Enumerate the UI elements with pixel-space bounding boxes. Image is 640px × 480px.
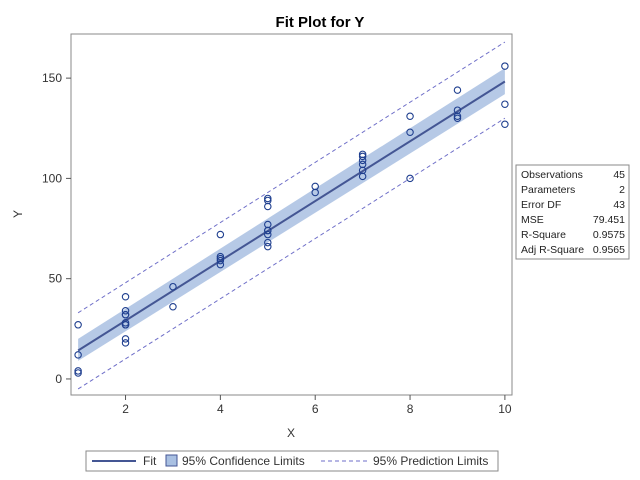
- stats-value: 0.9565: [593, 244, 625, 256]
- y-axis-label: Y: [11, 210, 25, 218]
- data-points: [74, 62, 509, 377]
- legend: Fit 95% Confidence Limits 95% Prediction…: [85, 450, 499, 472]
- data-point: [501, 120, 509, 129]
- data-point: [264, 230, 272, 239]
- data-point: [216, 256, 225, 265]
- fit-line: [77, 80, 506, 352]
- data-point: [406, 174, 414, 183]
- stats-value: 43: [613, 199, 625, 211]
- data-point: [358, 172, 367, 181]
- data-point: [264, 202, 272, 211]
- data-point: [406, 128, 414, 137]
- data-point: [121, 311, 130, 319]
- data-point: [121, 319, 130, 327]
- plot-area: [70, 33, 513, 396]
- data-point: [121, 339, 130, 347]
- data-point: [453, 112, 462, 120]
- data-point: [216, 260, 225, 269]
- x-tick-label: 4: [217, 402, 224, 416]
- data-point: [121, 307, 130, 315]
- y-tick-label: 50: [49, 272, 63, 286]
- x-tick-label: 6: [312, 402, 319, 416]
- data-point: [358, 152, 367, 161]
- legend-confidence-swatch: [165, 454, 178, 467]
- stats-label: Adj R-Square: [521, 244, 584, 256]
- stats-label: MSE: [521, 214, 544, 226]
- legend-prediction-label: 95% Prediction Limits: [373, 454, 488, 468]
- stats-value: 0.9575: [593, 229, 625, 241]
- data-point: [74, 369, 82, 377]
- confidence-band: [78, 68, 505, 361]
- data-point: [264, 226, 272, 235]
- stats-value: 2: [619, 184, 625, 196]
- stats-table-frame: [515, 164, 630, 260]
- legend-fit-label: Fit: [143, 454, 157, 468]
- x-axis: 2 4 6 8 10: [122, 395, 512, 416]
- data-point: [121, 292, 130, 301]
- y-axis: 0 50 100 150: [42, 71, 71, 386]
- y-tick-label: 100: [42, 171, 62, 185]
- data-point: [311, 188, 319, 197]
- y-tick-label: 150: [42, 71, 62, 85]
- data-point: [216, 230, 225, 239]
- stats-value: 45: [613, 169, 625, 181]
- data-point: [264, 194, 272, 203]
- x-tick-label: 8: [407, 402, 414, 416]
- data-point: [358, 156, 367, 165]
- prediction-limit-upper: [77, 41, 506, 314]
- data-point: [74, 367, 82, 375]
- y-tick-label: 0: [55, 372, 62, 386]
- data-point: [169, 303, 177, 311]
- data-point: [406, 112, 414, 120]
- stats-label: Parameters: [521, 184, 575, 196]
- stats-label: Error DF: [521, 199, 561, 211]
- data-point: [216, 252, 225, 261]
- x-axis-label: X: [287, 426, 295, 440]
- prediction-limit-lower: [77, 117, 506, 390]
- plot-contents: [74, 41, 509, 390]
- fit-statistics-table: Observations 45 Parameters 2 Error DF 43 MSE 79…: [515, 164, 630, 260]
- legend-confidence-label: 95% Confidence Limits: [182, 454, 305, 468]
- data-point: [264, 242, 272, 251]
- x-tick-label: 10: [498, 402, 512, 416]
- data-point: [121, 335, 130, 343]
- stats-label: R-Square: [521, 229, 566, 241]
- data-point: [501, 62, 509, 70]
- data-point: [74, 321, 82, 329]
- data-point: [169, 282, 177, 291]
- stats-value: 79.451: [593, 214, 625, 226]
- data-point: [453, 114, 462, 122]
- data-point: [501, 100, 509, 108]
- data-point: [74, 351, 82, 359]
- data-point: [121, 321, 130, 329]
- chart-title: Fit Plot for Y: [276, 14, 365, 31]
- stats-label: Observations: [521, 169, 583, 181]
- data-point: [264, 238, 272, 247]
- data-point: [453, 86, 462, 94]
- legend-frame: [85, 450, 499, 472]
- x-tick-label: 2: [122, 402, 129, 416]
